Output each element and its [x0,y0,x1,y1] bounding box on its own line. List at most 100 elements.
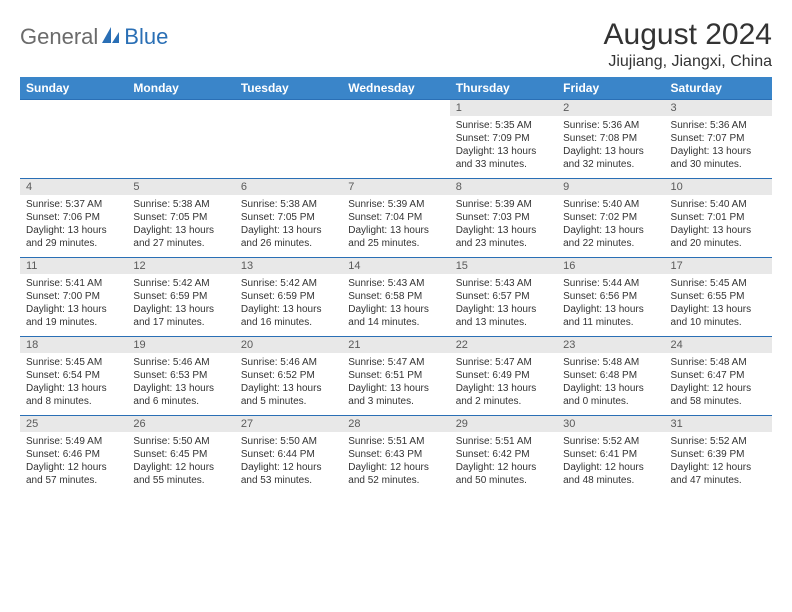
calendar-day-cell: 12Sunrise: 5:42 AMSunset: 6:59 PMDayligh… [127,258,234,337]
calendar-day-cell: 15 Sunrise: 5:43 AMSunset: 6:57 PMDayligh… [450,258,557,337]
sunrise-text: Sunrise: 5:42 AM [241,277,336,290]
calendar-week-row: 4Sunrise: 5:37 AMSunset: 7:06 PMDaylight… [20,179,772,258]
day-detail: Sunrise: 5:38 AMSunset: 7:05 PMDaylight:… [127,195,234,257]
daylight-text: Daylight: 13 hours and 29 minutes. [26,224,121,250]
calendar-day-cell: 22Sunrise: 5:47 AMSunset: 6:49 PMDayligh… [450,337,557,416]
day-number: 1 [450,100,557,116]
sunrise-text: Sunrise: 5:42 AM [133,277,228,290]
calendar-table: Sunday Monday Tuesday Wednesday Thursday… [20,77,772,494]
sunrise-text: Sunrise: 5:40 AM [563,198,658,211]
sunset-text: Sunset: 7:04 PM [348,211,443,224]
calendar-day-cell [127,100,234,179]
daylight-text: Daylight: 13 hours and 25 minutes. [348,224,443,250]
sunrise-text: Sunrise: 5:48 AM [563,356,658,369]
day-number: 15 [450,258,557,274]
day-detail: Sunrise: 5:38 AMSunset: 7:05 PMDaylight:… [235,195,342,257]
sunset-text: Sunset: 6:54 PM [26,369,121,382]
day-number: 18 [20,337,127,353]
calendar-day-cell: 6Sunrise: 5:38 AMSunset: 7:05 PMDaylight… [235,179,342,258]
sunrise-text: Sunrise: 5:39 AM [348,198,443,211]
sunset-text: Sunset: 6:55 PM [671,290,766,303]
calendar-day-cell: 9Sunrise: 5:40 AMSunset: 7:02 PMDaylight… [557,179,664,258]
day-detail [127,104,234,166]
sunrise-text: Sunrise: 5:45 AM [26,356,121,369]
day-number: 9 [557,179,664,195]
daylight-text: Daylight: 13 hours and 13 minutes. [456,303,551,329]
day-detail: Sunrise: 5:40 AMSunset: 7:02 PMDaylight:… [557,195,664,257]
day-number: 10 [665,179,772,195]
sunset-text: Sunset: 6:59 PM [133,290,228,303]
day-detail: Sunrise: 5:52 AMSunset: 6:39 PMDaylight:… [665,432,772,494]
calendar-week-row: 18Sunrise: 5:45 AMSunset: 6:54 PMDayligh… [20,337,772,416]
sunrise-text: Sunrise: 5:43 AM [456,277,551,290]
page-header: General Blue August 2024 Jiujiang, Jiang… [20,18,772,71]
day-number: 14 [342,258,449,274]
sunset-text: Sunset: 7:03 PM [456,211,551,224]
sunrise-text: Sunrise: 5:36 AM [563,119,658,132]
day-number: 27 [235,416,342,432]
daylight-text: Daylight: 13 hours and 16 minutes. [241,303,336,329]
calendar-week-row: 11Sunrise: 5:41 AMSunset: 7:00 PMDayligh… [20,258,772,337]
calendar-day-cell: 8Sunrise: 5:39 AMSunset: 7:03 PMDaylight… [450,179,557,258]
sunrise-text: Sunrise: 5:49 AM [26,435,121,448]
calendar-day-cell: 29Sunrise: 5:51 AMSunset: 6:42 PMDayligh… [450,416,557,495]
day-number: 29 [450,416,557,432]
calendar-day-cell: 4Sunrise: 5:37 AMSunset: 7:06 PMDaylight… [20,179,127,258]
sunrise-text: Sunrise: 5:46 AM [133,356,228,369]
day-detail: Sunrise: 5:42 AMSunset: 6:59 PMDaylight:… [235,274,342,336]
calendar-day-cell: 26Sunrise: 5:50 AMSunset: 6:45 PMDayligh… [127,416,234,495]
sunset-text: Sunset: 6:46 PM [26,448,121,461]
calendar-day-cell: 13Sunrise: 5:42 AMSunset: 6:59 PMDayligh… [235,258,342,337]
day-detail: Sunrise: 5:45 AMSunset: 6:55 PMDaylight:… [665,274,772,336]
day-detail: Sunrise: 5:39 AMSunset: 7:04 PMDaylight:… [342,195,449,257]
calendar-day-cell: 19Sunrise: 5:46 AMSunset: 6:53 PMDayligh… [127,337,234,416]
sunrise-text: Sunrise: 5:45 AM [671,277,766,290]
calendar-day-cell: 23Sunrise: 5:48 AMSunset: 6:48 PMDayligh… [557,337,664,416]
sunrise-text: Sunrise: 5:47 AM [348,356,443,369]
calendar-day-cell: 5Sunrise: 5:38 AMSunset: 7:05 PMDaylight… [127,179,234,258]
sunrise-text: Sunrise: 5:41 AM [26,277,121,290]
calendar-day-cell: 2Sunrise: 5:36 AMSunset: 7:08 PMDaylight… [557,100,664,179]
day-number: 25 [20,416,127,432]
day-number: 6 [235,179,342,195]
calendar-page: General Blue August 2024 Jiujiang, Jiang… [0,0,792,494]
calendar-day-cell: 20Sunrise: 5:46 AMSunset: 6:52 PMDayligh… [235,337,342,416]
day-detail: Sunrise: 5:52 AMSunset: 6:41 PMDaylight:… [557,432,664,494]
calendar-day-cell: 1Sunrise: 5:35 AMSunset: 7:09 PMDaylight… [450,100,557,179]
daylight-text: Daylight: 13 hours and 30 minutes. [671,145,766,171]
sunset-text: Sunset: 7:09 PM [456,132,551,145]
sunrise-text: Sunrise: 5:36 AM [671,119,766,132]
weekday-header: Saturday [665,77,772,100]
weekday-header-row: Sunday Monday Tuesday Wednesday Thursday… [20,77,772,100]
day-number: 31 [665,416,772,432]
day-number: 20 [235,337,342,353]
sunset-text: Sunset: 6:58 PM [348,290,443,303]
daylight-text: Daylight: 13 hours and 27 minutes. [133,224,228,250]
calendar-day-cell: 10Sunrise: 5:40 AMSunset: 7:01 PMDayligh… [665,179,772,258]
day-detail: Sunrise: 5:45 AMSunset: 6:54 PMDaylight:… [20,353,127,415]
day-number: 30 [557,416,664,432]
sunrise-text: Sunrise: 5:37 AM [26,198,121,211]
daylight-text: Daylight: 13 hours and 3 minutes. [348,382,443,408]
calendar-week-row: 1Sunrise: 5:35 AMSunset: 7:09 PMDaylight… [20,100,772,179]
day-number: 26 [127,416,234,432]
day-detail: Sunrise: 5:48 AMSunset: 6:48 PMDaylight:… [557,353,664,415]
daylight-text: Daylight: 13 hours and 8 minutes. [26,382,121,408]
sunrise-text: Sunrise: 5:51 AM [456,435,551,448]
sunset-text: Sunset: 6:57 PM [456,290,551,303]
sunrise-text: Sunrise: 5:38 AM [241,198,336,211]
daylight-text: Daylight: 13 hours and 5 minutes. [241,382,336,408]
day-detail: Sunrise: 5:43 AMSunset: 6:58 PMDaylight:… [342,274,449,336]
day-detail: Sunrise: 5:50 AMSunset: 6:45 PMDaylight:… [127,432,234,494]
day-number: 24 [665,337,772,353]
daylight-text: Daylight: 12 hours and 47 minutes. [671,461,766,487]
calendar-day-cell: 14Sunrise: 5:43 AMSunset: 6:58 PMDayligh… [342,258,449,337]
day-number: 17 [665,258,772,274]
day-number: 13 [235,258,342,274]
sunrise-text: Sunrise: 5:43 AM [348,277,443,290]
day-number: 3 [665,100,772,116]
day-number: 28 [342,416,449,432]
day-number: 23 [557,337,664,353]
day-detail: Sunrise: 5:46 AMSunset: 6:53 PMDaylight:… [127,353,234,415]
day-number: 21 [342,337,449,353]
